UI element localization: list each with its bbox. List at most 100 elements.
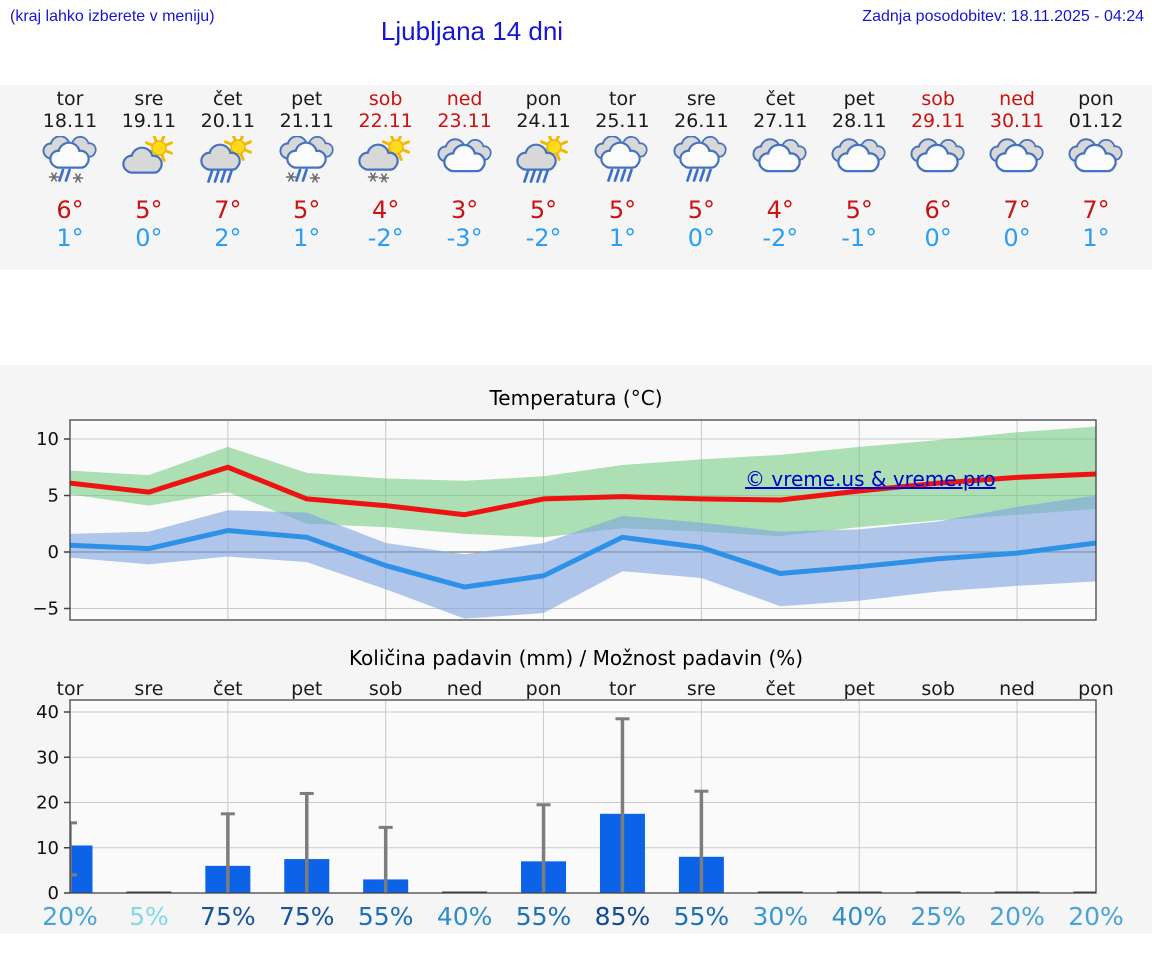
precip-bar-trace <box>915 891 961 893</box>
forecast-strip-bg <box>0 85 1152 270</box>
pop-label: 75% <box>279 902 335 931</box>
weather-icon-cloudy <box>425 132 504 190</box>
low-temp: -3° <box>446 224 483 252</box>
precip-day-label: ned <box>447 678 483 700</box>
precip-ytick: 40 <box>36 702 59 723</box>
precip-day-label: sre <box>687 678 716 700</box>
day-date: 27.11 <box>753 110 808 132</box>
pop-label: 40% <box>437 902 493 931</box>
precip-ytick: 0 <box>48 883 59 904</box>
low-temp: 1° <box>293 224 321 252</box>
day-date: 30.11 <box>989 110 1045 132</box>
day-name: pon <box>1078 88 1114 110</box>
low-temp: -2° <box>367 224 404 252</box>
pop-label: 5% <box>129 902 169 931</box>
precip-day-label: sre <box>134 678 163 700</box>
precip-bar-trace <box>994 891 1040 893</box>
pop-label: 55% <box>516 902 572 931</box>
high-temp: 5° <box>845 196 873 224</box>
day-name: sre <box>686 88 716 110</box>
day-date: 20.11 <box>200 110 256 132</box>
pop-label: 40% <box>831 902 887 931</box>
precip-bar <box>70 845 93 893</box>
low-temp: 1° <box>608 224 637 252</box>
temp-ytick: 0 <box>48 542 59 563</box>
weather-icon-sun-cloud-snow <box>346 132 425 190</box>
temp-ytick: −5 <box>32 599 59 620</box>
day-column: čet 20.11 7° 2° <box>188 88 267 251</box>
precip-day-label: sob <box>921 678 955 700</box>
low-temp: -1° <box>841 224 878 252</box>
day-column: pet 28.11 5° -1° <box>820 88 899 251</box>
low-temp: 0° <box>924 224 952 252</box>
pop-label: 20% <box>989 902 1045 931</box>
day-date: 18.11 <box>42 110 98 132</box>
day-column: pet 21.11 5° 1° <box>267 88 346 251</box>
precipitation-chart: tor sre čet pet sob ned pon tor sre čet pet sob ned p… <box>36 678 1124 931</box>
day-date: 25.11 <box>595 110 650 132</box>
precip-day-label: pet <box>844 678 875 700</box>
pop-label: 55% <box>674 902 730 931</box>
high-temp: 5° <box>529 196 558 224</box>
day-column: sob 29.11 6° 0° <box>899 88 978 251</box>
day-column: pon 01.12 7° 1° <box>1057 88 1136 251</box>
precip-day-label: pon <box>1078 678 1114 700</box>
precip-ytick: 30 <box>36 747 59 768</box>
day-column: tor 18.11 6° 1° <box>31 88 110 251</box>
day-name: pon <box>525 88 562 110</box>
precip-day-label: čet <box>766 678 796 700</box>
weather-icon-sun-cloud-rain <box>504 132 583 190</box>
weather-icon-cloudy <box>741 132 820 190</box>
day-name: pet <box>291 88 323 110</box>
precip-day-label: tor <box>57 678 84 700</box>
low-temp: 1° <box>1082 224 1110 252</box>
day-name: tor <box>56 88 84 110</box>
day-column: ned 23.11 3° -3° <box>425 88 504 251</box>
day-name: ned <box>999 88 1035 110</box>
day-column: sre 26.11 5° 0° <box>662 88 741 251</box>
high-temp: 4° <box>372 196 400 224</box>
temperature-chart-title: Temperatura (°C) <box>489 386 663 410</box>
weather-icon-cloudy <box>978 132 1057 190</box>
low-temp: -2° <box>525 224 562 252</box>
day-date: 21.11 <box>279 110 334 132</box>
temp-ytick: 5 <box>48 486 59 507</box>
high-temp: 5° <box>608 196 637 224</box>
low-temp: 0° <box>687 224 716 252</box>
weather-icon-cloud-rain <box>662 132 741 190</box>
pop-label: 25% <box>910 902 966 931</box>
watermark-link[interactable]: © vreme.us & vreme.pro <box>745 467 996 491</box>
pop-label: 85% <box>595 902 651 931</box>
weather-icon-cloud-sleet <box>267 132 346 190</box>
day-column: čet 27.11 4° -2° <box>741 88 820 251</box>
page-title: Ljubljana 14 dni <box>380 16 564 46</box>
pop-label: 30% <box>753 902 809 931</box>
high-temp: 5° <box>135 196 163 224</box>
low-temp: 0° <box>1003 224 1031 252</box>
day-date: 26.11 <box>674 110 729 132</box>
low-temp: 1° <box>56 224 84 252</box>
day-column: sob 22.11 4° -2° <box>346 88 425 251</box>
location-hint: (kraj lahko izberete v meniju) <box>10 8 215 25</box>
day-date: 19.11 <box>121 110 177 132</box>
precip-bar-trace <box>836 891 882 893</box>
day-date: 22.11 <box>358 110 413 132</box>
weather-icon-cloudy <box>1057 132 1136 190</box>
day-date: 01.12 <box>1068 110 1124 132</box>
precip-ytick: 10 <box>36 838 59 859</box>
high-temp: 4° <box>766 196 794 224</box>
precip-day-label: ned <box>999 678 1035 700</box>
day-name: čet <box>765 88 796 110</box>
high-temp: 6° <box>56 196 84 224</box>
precip-bar-trace <box>442 891 488 893</box>
day-name: čet <box>213 88 243 110</box>
pop-label: 20% <box>1068 902 1124 931</box>
high-temp: 5° <box>293 196 321 224</box>
temperature-chart: 10 5 0 −5 © vreme.us & vreme.pro <box>32 419 1097 621</box>
day-date: 29.11 <box>910 110 966 132</box>
weather-icon-cloud-sleet <box>31 132 110 190</box>
temp-ytick: 10 <box>36 429 59 450</box>
precip-day-label: tor <box>609 678 636 700</box>
precip-ytick: 20 <box>36 793 59 814</box>
high-temp: 7° <box>214 196 242 224</box>
